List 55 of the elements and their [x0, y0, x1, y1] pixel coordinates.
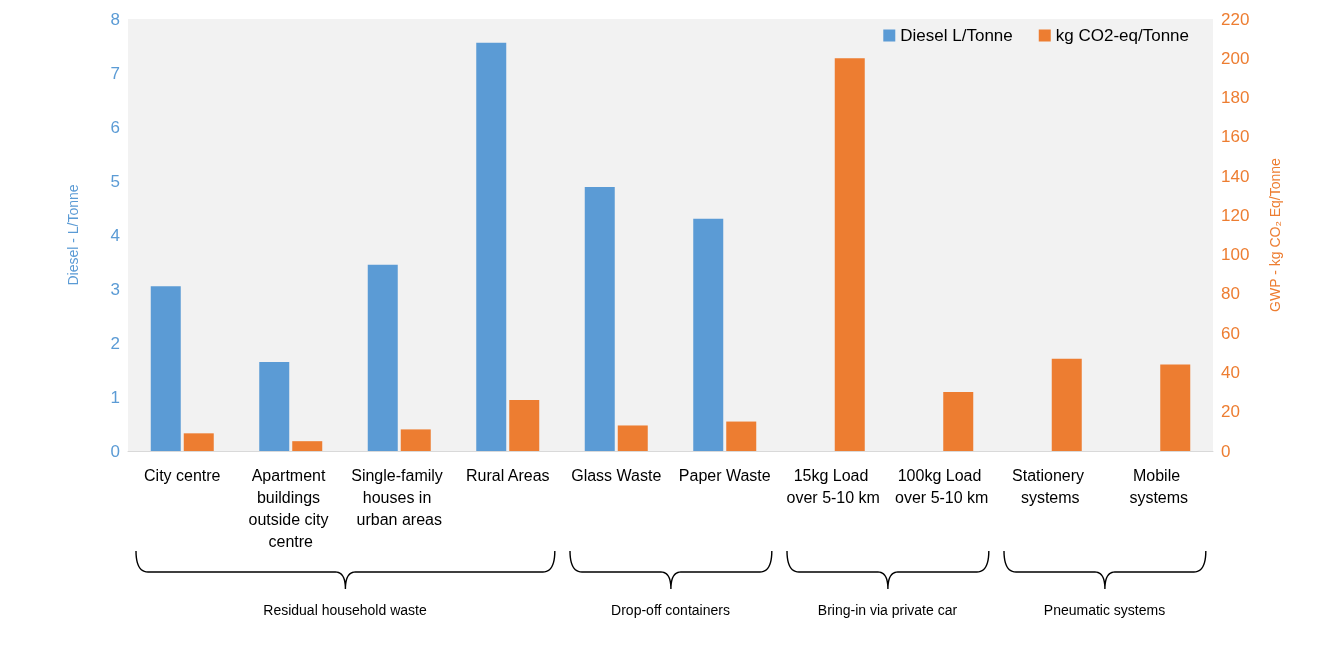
- text: Pneumatic systems: [1043, 602, 1166, 618]
- x-tick-label: 100kg Load over 5-10 km: [895, 466, 989, 506]
- x-tick-label: Single-family houses in urban areas: [351, 466, 448, 528]
- bar: [183, 433, 214, 451]
- y2-tick-label: 200: [1221, 48, 1250, 68]
- y-tick-label: 8: [110, 9, 120, 29]
- y-tick-label: 6: [110, 117, 120, 137]
- bar: [943, 392, 974, 451]
- y-axis-title: Diesel - L/Tonne: [65, 184, 81, 286]
- y-tick-label: 4: [110, 225, 120, 245]
- y2-tick-label: 180: [1221, 88, 1250, 108]
- x-tick-label: Rural Areas: [465, 466, 550, 484]
- text: Drop-off containers: [611, 602, 730, 618]
- x-tick-label: Apartment buildings outside city centre: [248, 466, 333, 550]
- y-tick-label: 2: [110, 333, 120, 353]
- y2-tick-label: 80: [1221, 284, 1240, 304]
- y2-tick-label: 100: [1221, 245, 1250, 265]
- y2-tick-label: 20: [1221, 402, 1240, 422]
- bar: [259, 361, 290, 451]
- text: Residual household waste: [263, 602, 427, 618]
- legend-label: kg CO2-eq/Tonne: [1055, 26, 1190, 45]
- bar: [400, 429, 431, 451]
- bar: [367, 264, 398, 451]
- y2-axis-title: GWP - kg CO₂ Eq/Tonne: [1267, 157, 1283, 312]
- legend-label: Diesel L/Tonne: [900, 26, 1013, 45]
- bar: [834, 58, 865, 451]
- x-tick-label: 15kg Load over 5-10 km: [786, 466, 880, 506]
- y2-tick-label: 40: [1221, 362, 1240, 382]
- bar: [584, 186, 615, 451]
- y2-tick-label: 220: [1221, 9, 1250, 29]
- bar: [1051, 358, 1082, 451]
- y2-tick-label: 0: [1221, 441, 1231, 461]
- x-tick-label: Paper Waste: [678, 466, 771, 484]
- text: Bring-in via private car: [817, 602, 958, 618]
- y-tick-label: 7: [110, 63, 120, 83]
- x-tick-label: Glass Waste: [571, 466, 662, 484]
- bar: [726, 421, 757, 451]
- y-tick-label: 5: [110, 171, 120, 191]
- bar: [617, 425, 648, 451]
- bar: [292, 441, 323, 451]
- y-tick-label: 3: [110, 279, 120, 299]
- x-tick-label: City centre: [144, 466, 221, 484]
- y2-tick-label: 160: [1221, 127, 1250, 147]
- bar: [1160, 364, 1191, 451]
- bar: [509, 399, 540, 451]
- y-tick-label: 0: [110, 441, 120, 461]
- bar: [476, 42, 507, 451]
- y-tick-label: 1: [110, 387, 120, 407]
- bar: [693, 218, 724, 451]
- x-tick-label: Stationery systems: [1012, 466, 1089, 506]
- y2-tick-label: 120: [1221, 205, 1250, 225]
- bar: [150, 286, 181, 451]
- y2-tick-label: 140: [1221, 166, 1250, 186]
- y2-tick-label: 60: [1221, 323, 1240, 343]
- x-tick-label: Mobile systems: [1129, 466, 1189, 506]
